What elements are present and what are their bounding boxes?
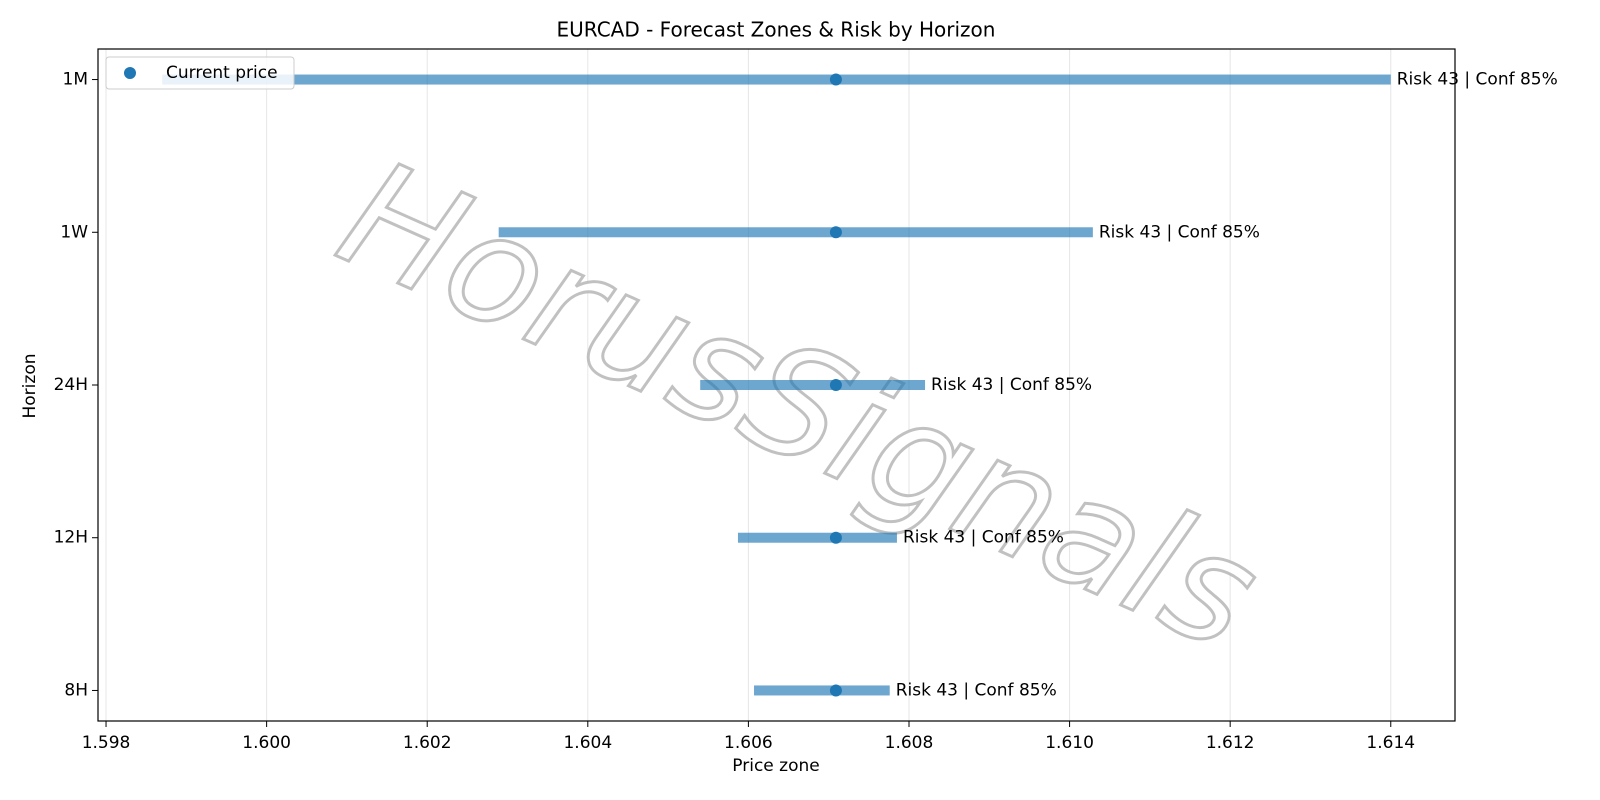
range-label: Risk 43 | Conf 85% bbox=[1397, 70, 1558, 90]
range-label: Risk 43 | Conf 85% bbox=[1099, 222, 1260, 242]
x-tick-label: 1.610 bbox=[1045, 733, 1094, 753]
range-label: Risk 43 | Conf 85% bbox=[896, 680, 1057, 700]
x-tick-label: 1.604 bbox=[563, 733, 612, 753]
x-tick-label: 1.606 bbox=[724, 733, 773, 753]
x-tick-label: 1.600 bbox=[242, 733, 291, 753]
legend-box bbox=[105, 56, 295, 90]
legend-label: Current price bbox=[166, 63, 278, 83]
range-bar bbox=[162, 74, 1391, 85]
range-bar bbox=[754, 685, 890, 696]
y-tick-label: 8H bbox=[64, 680, 88, 700]
range-bar bbox=[737, 532, 897, 543]
current-price-dot bbox=[829, 684, 842, 697]
x-tick-label: 1.614 bbox=[1366, 733, 1415, 753]
current-price-dot bbox=[829, 531, 842, 544]
range-label: Risk 43 | Conf 85% bbox=[931, 375, 1092, 395]
y-tick-label: 24H bbox=[54, 375, 88, 395]
plot-frame bbox=[97, 48, 1456, 722]
x-axis-label: Price zone bbox=[732, 756, 819, 776]
x-tick-label: 1.602 bbox=[403, 733, 452, 753]
current-price-dot bbox=[829, 73, 842, 86]
range-bar bbox=[498, 227, 1093, 238]
current-price-dot bbox=[829, 226, 842, 239]
range-label: Risk 43 | Conf 85% bbox=[903, 528, 1064, 548]
range-bar bbox=[700, 380, 926, 390]
y-tick-label: 1W bbox=[60, 222, 88, 242]
chart-title: EURCAD - Forecast Zones & Risk by Horizo… bbox=[557, 18, 996, 42]
y-tick-label: 12H bbox=[54, 528, 88, 548]
watermark: HorusSignals bbox=[317, 127, 1282, 684]
y-tick-label: 1M bbox=[63, 70, 88, 90]
current-price-dot bbox=[829, 379, 842, 391]
x-tick-label: 1.612 bbox=[1206, 733, 1255, 753]
y-axis-label: Horizon bbox=[20, 354, 40, 419]
x-tick-label: 1.598 bbox=[82, 733, 131, 753]
legend-marker bbox=[124, 67, 136, 79]
x-tick-label: 1.608 bbox=[885, 733, 934, 753]
